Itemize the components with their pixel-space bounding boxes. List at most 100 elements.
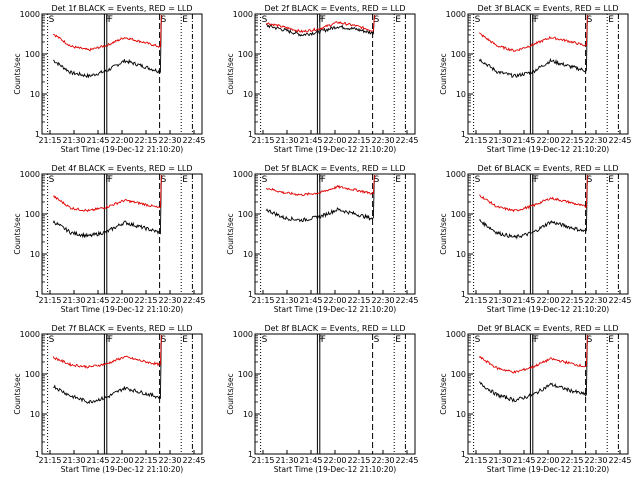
panel-title: Det 8f BLACK = Events, RED = LLD: [264, 324, 405, 333]
x-tick-label: 21:30: [62, 456, 85, 465]
y-tick-label: 100: [451, 370, 466, 379]
y-tick-label: 10: [456, 250, 466, 259]
event-marker-label: F: [105, 15, 110, 25]
y-tick-label: 10: [30, 90, 40, 99]
event-marker-label: E: [395, 15, 401, 25]
event-marker-label: S: [587, 175, 593, 185]
y-tick-label: 1: [248, 290, 253, 299]
y-tick-label: 1: [35, 290, 40, 299]
x-tick-label: 21:45: [86, 296, 109, 305]
x-tick-label: 22:00: [110, 296, 133, 305]
plot-frame: [254, 333, 416, 455]
panel-title: Det 6f BLACK = Events, RED = LLD: [477, 164, 618, 173]
x-tick-label: 22:30: [584, 296, 607, 305]
x-tick-label: 22:45: [395, 136, 418, 145]
x-tick-label: 22:00: [323, 296, 346, 305]
y-axis-label: Counts/sec: [13, 53, 22, 94]
x-tick-label: 22:00: [536, 136, 559, 145]
events-series-line: [52, 174, 162, 239]
panel-title: Det 3f BLACK = Events, RED = LLD: [477, 4, 618, 13]
event-marker-label: S: [161, 335, 167, 345]
x-tick-label: 21:15: [38, 456, 61, 465]
lld-series-line: [265, 174, 375, 197]
x-tick-label: 21:45: [299, 456, 322, 465]
x-tick-label: 21:45: [512, 296, 535, 305]
y-tick-label: 100: [451, 210, 466, 219]
x-tick-label: 22:45: [608, 296, 631, 305]
y-tick-label: 1: [461, 290, 466, 299]
x-tick-label: 22:15: [560, 456, 583, 465]
event-marker-label: F: [318, 175, 323, 185]
y-tick-label: 1: [35, 130, 40, 139]
y-tick-label: 10: [456, 410, 466, 419]
x-tick-label: 22:45: [182, 296, 205, 305]
event-marker-label: S: [374, 175, 380, 185]
y-tick-label: 100: [25, 370, 40, 379]
event-marker-label: F: [321, 175, 326, 185]
x-tick-label: 21:15: [251, 136, 274, 145]
y-tick-label: 10: [243, 250, 253, 259]
event-marker-label: F: [318, 335, 323, 345]
x-tick-label: 22:45: [182, 456, 205, 465]
panel-title: Det 4f BLACK = Events, RED = LLD: [51, 164, 192, 173]
panel-title: Det 7f BLACK = Events, RED = LLD: [51, 324, 192, 333]
event-marker-label: S: [475, 335, 481, 345]
detector-panel: Det 3f BLACK = Events, RED = LLD 1 10 100 10…: [439, 4, 632, 154]
event-marker-label: S: [262, 335, 268, 345]
plot-frame: [467, 333, 629, 455]
event-marker-label: S: [49, 175, 55, 185]
plot-frame: [41, 173, 203, 295]
plot-frame: [467, 173, 629, 295]
event-marker-label: E: [395, 175, 401, 185]
x-tick-label: 22:30: [371, 136, 394, 145]
detector-panel: Det 5f BLACK = Events, RED = LLD 1 10 100 10…: [226, 164, 419, 314]
y-tick-label: 10: [30, 250, 40, 259]
event-marker-label: S: [374, 335, 380, 345]
x-tick-label: 22:45: [182, 136, 205, 145]
x-axis-label: Start Time (19-Dec-12 21:10:20): [61, 465, 183, 474]
x-tick-label: 22:00: [323, 136, 346, 145]
lld-series-line: [478, 334, 588, 374]
lld-series-line: [479, 174, 588, 213]
events-series-line: [478, 174, 588, 240]
y-axis-label: Counts/sec: [226, 213, 235, 254]
detector-panel: Det 8f BLACK = Events, RED = LLD 1 10 100 10…: [226, 324, 419, 474]
events-series-line: [53, 334, 162, 404]
detector-panel: Det 1f BLACK = Events, RED = LLD 1 10 100 10…: [13, 4, 206, 154]
event-marker-label: S: [262, 175, 268, 185]
x-tick-label: 22:00: [536, 456, 559, 465]
y-tick-label: 10: [243, 90, 253, 99]
event-marker-label: S: [475, 15, 481, 25]
x-tick-label: 22:30: [584, 136, 607, 145]
x-tick-label: 22:00: [536, 296, 559, 305]
event-marker-label: F: [531, 335, 536, 345]
lld-series-line: [265, 14, 375, 34]
x-tick-label: 21:45: [86, 456, 109, 465]
x-tick-label: 22:30: [584, 456, 607, 465]
event-marker-label: S: [49, 15, 55, 25]
y-tick-label: 100: [25, 210, 40, 219]
x-tick-label: 22:30: [158, 296, 181, 305]
lld-series-line: [52, 174, 162, 213]
x-tick-label: 21:15: [464, 136, 487, 145]
panel-title: Det 9f BLACK = Events, RED = LLD: [477, 324, 618, 333]
y-tick-label: 1000: [233, 330, 253, 339]
event-marker-label: E: [182, 335, 188, 345]
event-marker-label: F: [105, 335, 110, 345]
x-tick-label: 22:30: [371, 456, 394, 465]
x-tick-label: 21:45: [512, 456, 535, 465]
event-marker-label: F: [534, 175, 539, 185]
detector-panel: Det 9f BLACK = Events, RED = LLD 1 10 100 10…: [439, 324, 632, 474]
x-tick-label: 21:30: [488, 456, 511, 465]
event-marker-label: S: [475, 175, 481, 185]
x-tick-label: 22:15: [134, 296, 157, 305]
event-marker-label: S: [374, 15, 380, 25]
x-tick-label: 21:30: [62, 296, 85, 305]
x-tick-label: 21:30: [62, 136, 85, 145]
event-marker-label: S: [49, 335, 55, 345]
x-tick-label: 21:15: [251, 296, 274, 305]
y-axis-label: Counts/sec: [439, 213, 448, 254]
y-tick-label: 10: [243, 410, 253, 419]
